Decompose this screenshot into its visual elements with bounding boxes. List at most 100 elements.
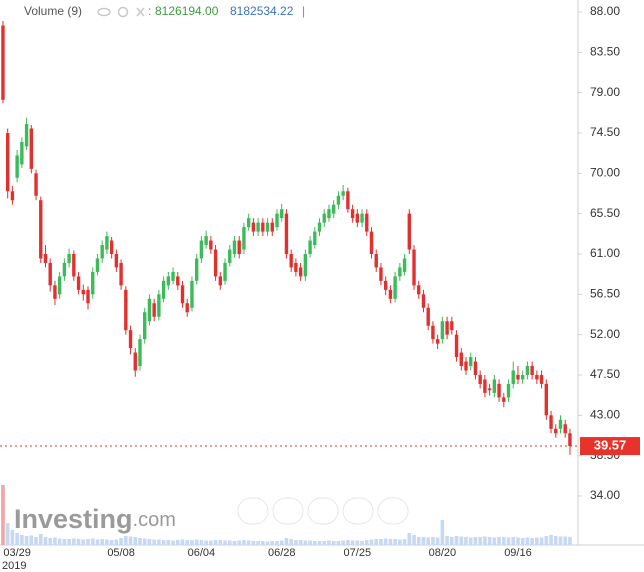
volume-bar	[336, 541, 341, 545]
volume-bar	[520, 538, 525, 545]
candle-body	[374, 253, 378, 268]
watermark-suffix: .com	[133, 509, 176, 531]
zoom-button[interactable]	[307, 497, 339, 525]
candle-body	[176, 276, 180, 286]
zoom-button[interactable]	[377, 497, 409, 525]
volume-bar	[279, 540, 284, 545]
candle-body	[86, 289, 90, 304]
candle-body	[417, 285, 421, 295]
candle-body	[336, 195, 341, 205]
volume-bar	[355, 540, 360, 545]
separator: |	[302, 4, 305, 18]
candle-body	[5, 133, 10, 192]
volume-bar	[440, 520, 445, 545]
volume-bar	[72, 538, 76, 545]
volume-bar	[105, 539, 109, 545]
candle-body	[270, 222, 274, 232]
candle-body	[237, 240, 241, 254]
candle-body	[379, 267, 383, 281]
study-label: Volume (9)	[24, 4, 82, 18]
candle-body	[478, 374, 482, 384]
volume-bar	[322, 541, 327, 545]
volume-bar	[29, 535, 34, 545]
volume-bar	[459, 536, 464, 545]
candle-body	[128, 330, 133, 349]
candle-body	[157, 294, 161, 317]
volume-bar	[558, 536, 563, 545]
volume-bar	[242, 540, 246, 545]
candle-body	[407, 213, 411, 250]
candle-body	[91, 271, 95, 295]
volume-bar	[388, 539, 393, 545]
candle-body	[223, 262, 227, 281]
volume-bar	[294, 540, 298, 545]
volume-bar	[312, 541, 317, 545]
candle-body	[459, 352, 463, 367]
volume-bar	[468, 537, 473, 545]
candle-body	[213, 249, 218, 277]
candle-body	[492, 379, 497, 393]
volume-bar	[553, 536, 558, 545]
y-tick-label: 47.50	[590, 367, 620, 381]
volume-bar	[180, 539, 185, 545]
volume-bar	[516, 537, 520, 545]
y-tick-label: 70.00	[590, 166, 620, 180]
volume-bar	[473, 537, 478, 545]
y-tick-label: 61.00	[590, 246, 620, 260]
volume-bar	[227, 540, 232, 545]
candle-body	[360, 213, 364, 223]
volume-bar	[1, 485, 5, 545]
volume-bar	[511, 537, 516, 545]
volume-bar	[53, 537, 57, 545]
candle-body	[530, 366, 534, 375]
y-tick-label: 43.00	[590, 407, 620, 421]
candle-body	[1, 25, 5, 100]
candle-body	[138, 339, 142, 367]
candle-body	[341, 191, 345, 196]
volume-bar	[416, 537, 421, 545]
candle-body	[199, 240, 204, 259]
candle-body	[327, 209, 331, 219]
volume-bar	[251, 541, 256, 545]
candle-body	[29, 128, 34, 169]
candle-body	[232, 240, 237, 254]
volume-bar	[62, 539, 67, 545]
volume-bar	[5, 523, 10, 545]
y-tick-label: 52.00	[590, 327, 620, 341]
volume-bar	[563, 536, 568, 545]
candle-body	[435, 339, 440, 344]
candle-body	[454, 334, 459, 358]
candle-body	[549, 415, 553, 429]
zoom-button[interactable]	[237, 497, 269, 525]
volume-bar	[402, 539, 407, 545]
candle-body	[143, 312, 147, 340]
eye-icon[interactable]	[97, 7, 111, 17]
volume-bar	[100, 539, 104, 545]
volume-bar	[109, 540, 114, 545]
zoom-button[interactable]	[272, 497, 304, 525]
candle-body	[180, 285, 185, 304]
volume-bar	[185, 540, 190, 545]
volume-bar	[544, 536, 549, 545]
close-icon[interactable]	[136, 7, 145, 17]
candle-body	[445, 321, 449, 335]
y-tick-label: 74.50	[590, 125, 620, 139]
volume-bar	[237, 540, 242, 545]
candle-body	[190, 280, 194, 308]
volume-bar	[90, 538, 95, 545]
zoom-button[interactable]	[342, 497, 374, 525]
candle-body	[95, 258, 100, 272]
volume-bar	[298, 540, 303, 545]
volume-bars	[1, 485, 572, 545]
gear-icon[interactable]	[117, 6, 129, 18]
candle-body	[147, 298, 152, 322]
candle-body	[313, 231, 317, 246]
candle-body	[76, 276, 81, 290]
candle-body	[558, 419, 563, 429]
candle-body	[412, 249, 416, 286]
volume-bar	[261, 541, 265, 545]
last-price-label: 39.57	[594, 437, 627, 452]
candle-body	[24, 124, 29, 147]
